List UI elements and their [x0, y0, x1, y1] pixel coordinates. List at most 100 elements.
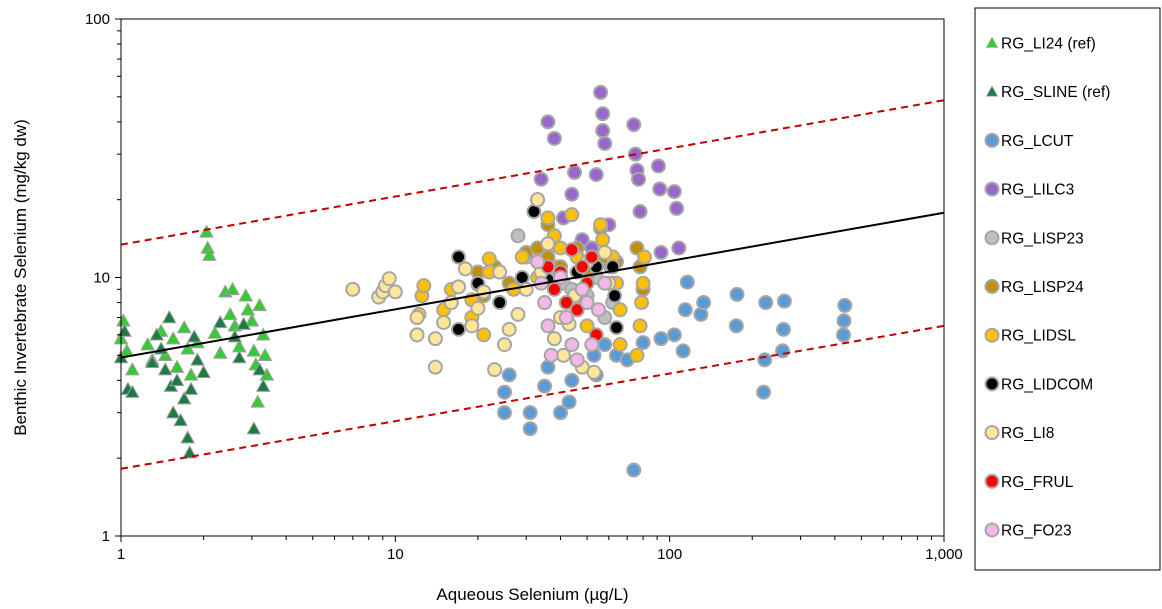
data-point [593, 84, 609, 100]
data-point [451, 321, 467, 337]
data-point [533, 171, 549, 187]
data-point [476, 327, 492, 343]
data-point [530, 254, 546, 270]
legend-label: RG_LISP23 [1001, 230, 1084, 247]
data-point [231, 350, 247, 364]
data-point [492, 264, 508, 280]
data-point [584, 249, 600, 265]
series-rg-li24-ref [113, 224, 275, 408]
data-point [202, 247, 217, 261]
data-point [540, 210, 556, 226]
data-point [677, 302, 693, 318]
data-point [236, 316, 252, 330]
legend-item: RG_LCUT [984, 132, 1074, 150]
data-point [381, 271, 397, 287]
data-point [497, 384, 513, 400]
data-point [161, 310, 177, 324]
data-point [567, 164, 583, 180]
data-point [595, 232, 611, 248]
legend-box [974, 7, 1161, 571]
x-tick-label: 100 [657, 546, 682, 563]
data-point [540, 236, 556, 252]
data-point [238, 288, 254, 302]
data-point [476, 284, 492, 300]
legend-marker [984, 522, 1000, 538]
data-point [501, 367, 517, 383]
data-point [451, 249, 467, 265]
data-point [183, 381, 199, 395]
data-point [540, 114, 556, 130]
data-point [255, 327, 271, 341]
y-tick-label: 10 [93, 270, 110, 287]
legend-item: RG_LI8 [984, 425, 1054, 442]
data-point [497, 337, 513, 353]
legend-item: RG_LI24 (ref) [985, 36, 1096, 53]
data-point [409, 310, 425, 326]
data-point [125, 384, 140, 398]
data-point [612, 302, 628, 318]
data-point [149, 327, 165, 341]
data-point [728, 318, 744, 334]
data-point [561, 394, 577, 410]
data-point [593, 217, 609, 233]
data-point [632, 318, 648, 334]
data-point [190, 352, 205, 366]
data-point [729, 286, 745, 302]
data-point [590, 302, 606, 318]
data-point [207, 325, 223, 339]
data-point [252, 362, 267, 376]
data-point [836, 313, 852, 329]
legend-item: RG_SLINE (ref) [985, 84, 1110, 101]
data-point [564, 337, 580, 353]
legend-marker [984, 425, 1000, 441]
data-point [558, 295, 574, 311]
data-point [650, 158, 666, 174]
x-tick-label: 1,000 [925, 546, 963, 563]
data-point [240, 302, 256, 316]
data-point [173, 412, 189, 427]
data-point [157, 362, 173, 376]
data-point [165, 405, 181, 419]
data-point [487, 362, 503, 378]
data-point [666, 184, 682, 200]
data-point [552, 405, 568, 421]
data-point [546, 130, 562, 146]
data-point [457, 261, 473, 277]
data-point [608, 320, 624, 336]
y-tick-label: 100 [85, 11, 110, 28]
data-point [558, 310, 574, 326]
data-point [595, 106, 611, 122]
data-point [634, 295, 650, 311]
data-point [252, 297, 267, 312]
data-point [679, 274, 695, 290]
data-point [629, 347, 645, 363]
data-point [470, 300, 486, 316]
data-point [588, 167, 604, 183]
data-point [510, 306, 526, 322]
legend-item: RG_FRUL [984, 473, 1074, 491]
data-point [693, 306, 709, 322]
legend-item: RG_LILC3 [984, 181, 1074, 199]
data-point [569, 302, 585, 318]
regression-line [120, 211, 945, 359]
data-point [776, 321, 792, 337]
legend-label: RG_LISP24 [1001, 279, 1084, 296]
data-point [671, 240, 687, 256]
lower-bound-line [120, 324, 945, 470]
data-point [212, 345, 228, 359]
data-point [464, 318, 480, 334]
legend-marker [984, 132, 1000, 148]
y-tick-label: 1 [102, 528, 110, 545]
data-point [574, 281, 590, 297]
data-point [635, 275, 651, 291]
legend-item: RG_LISP24 [984, 279, 1084, 296]
series-rg-lcut [497, 274, 853, 478]
data-point [116, 313, 131, 327]
legend-marker [984, 376, 1000, 392]
data-point [626, 462, 642, 478]
legend-label: RG_LIDSL [1001, 328, 1076, 345]
legend-marker [984, 181, 1000, 197]
data-point [537, 295, 553, 311]
data-point [835, 327, 851, 343]
